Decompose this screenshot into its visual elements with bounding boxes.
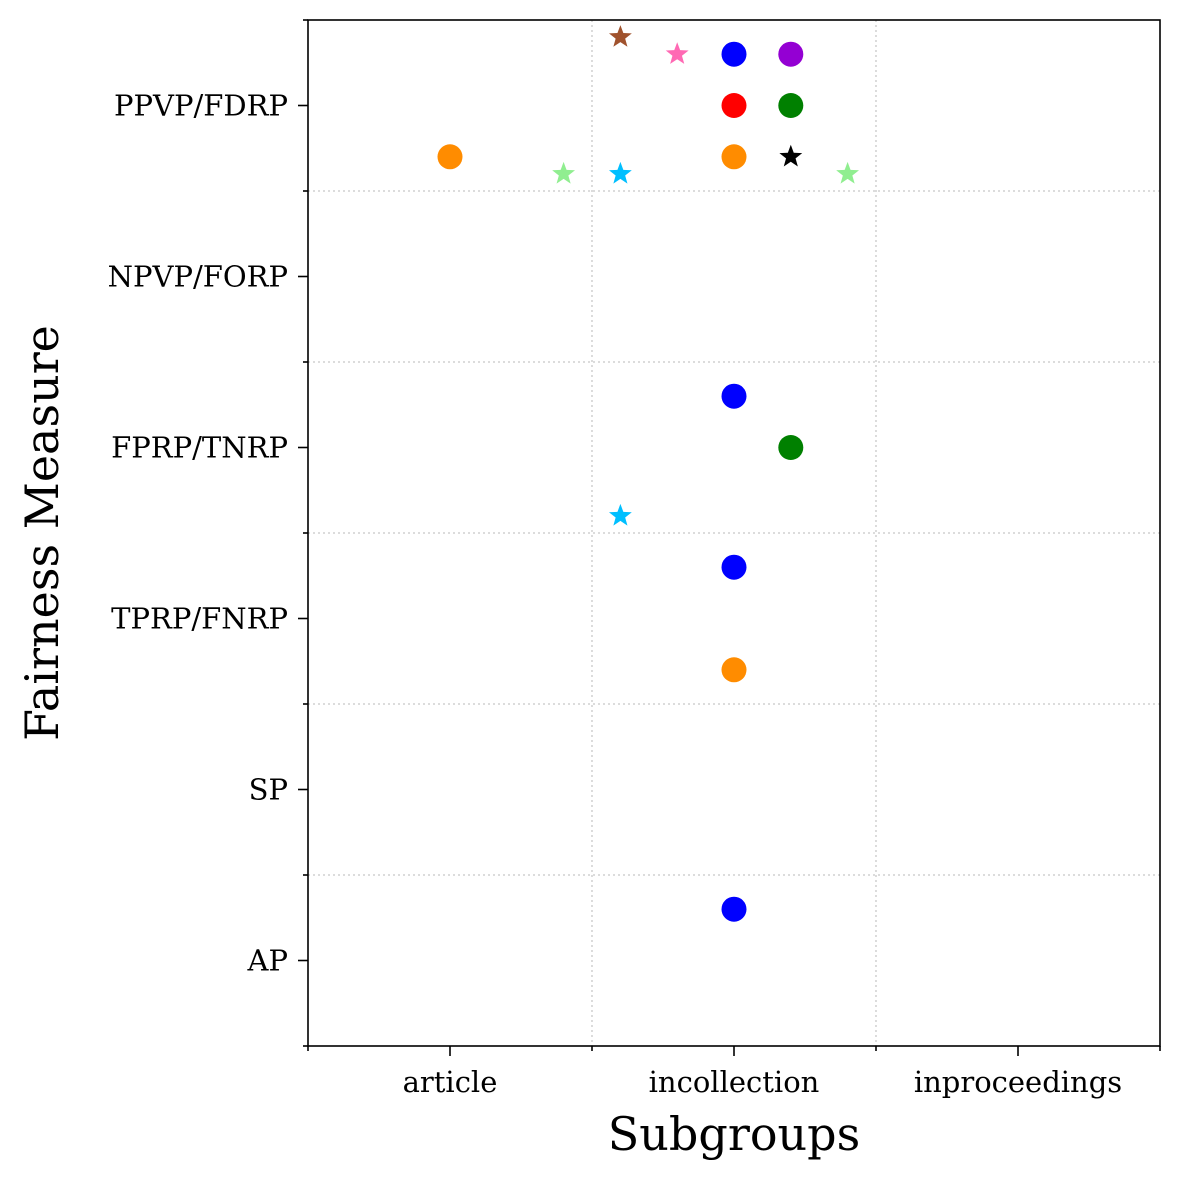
star-marker	[608, 161, 632, 184]
star-marker	[608, 25, 632, 47]
circle-marker	[721, 93, 747, 118]
x-tick-label: article	[403, 1065, 498, 1099]
axis-ticks	[298, 19, 1161, 1056]
star-marker	[665, 42, 689, 64]
star-marker	[836, 161, 860, 184]
y-tick-label: SP	[249, 773, 288, 807]
star-marker	[552, 161, 576, 184]
circle-marker	[721, 41, 747, 67]
y-axis-title: Fairness Measure	[15, 325, 69, 741]
circle-marker	[778, 435, 804, 460]
y-tick-label: AP	[247, 944, 288, 978]
circle-marker	[721, 554, 747, 580]
circle-marker	[721, 896, 747, 922]
grid	[308, 20, 1160, 1046]
y-tick-label: TPRP/FNRP	[111, 602, 288, 636]
circle-marker	[778, 41, 804, 67]
y-tick-label: NPVP/FORP	[108, 260, 288, 294]
circle-marker	[721, 657, 747, 683]
y-tick-labels: AP SP TPRP/FNRP FPRP/TNRP NPVP/FORP PPVP/FDRP	[108, 89, 288, 978]
data-points	[437, 25, 860, 922]
x-tick-labels: article incollection inproceedings	[403, 1065, 1123, 1099]
y-tick-label: FPRP/TNRP	[111, 431, 288, 465]
star-marker	[608, 503, 632, 526]
star-marker	[779, 144, 803, 167]
y-tick-label: PPVP/FDRP	[114, 89, 288, 123]
circle-marker	[721, 144, 747, 170]
circle-marker	[437, 144, 463, 170]
x-tick-label: inproceedings	[914, 1065, 1122, 1099]
x-axis-title: Subgroups	[608, 1107, 860, 1161]
plot-frame	[307, 19, 1161, 1047]
circle-marker	[778, 93, 804, 118]
circle-marker	[721, 383, 747, 409]
x-tick-label: incollection	[649, 1065, 820, 1099]
